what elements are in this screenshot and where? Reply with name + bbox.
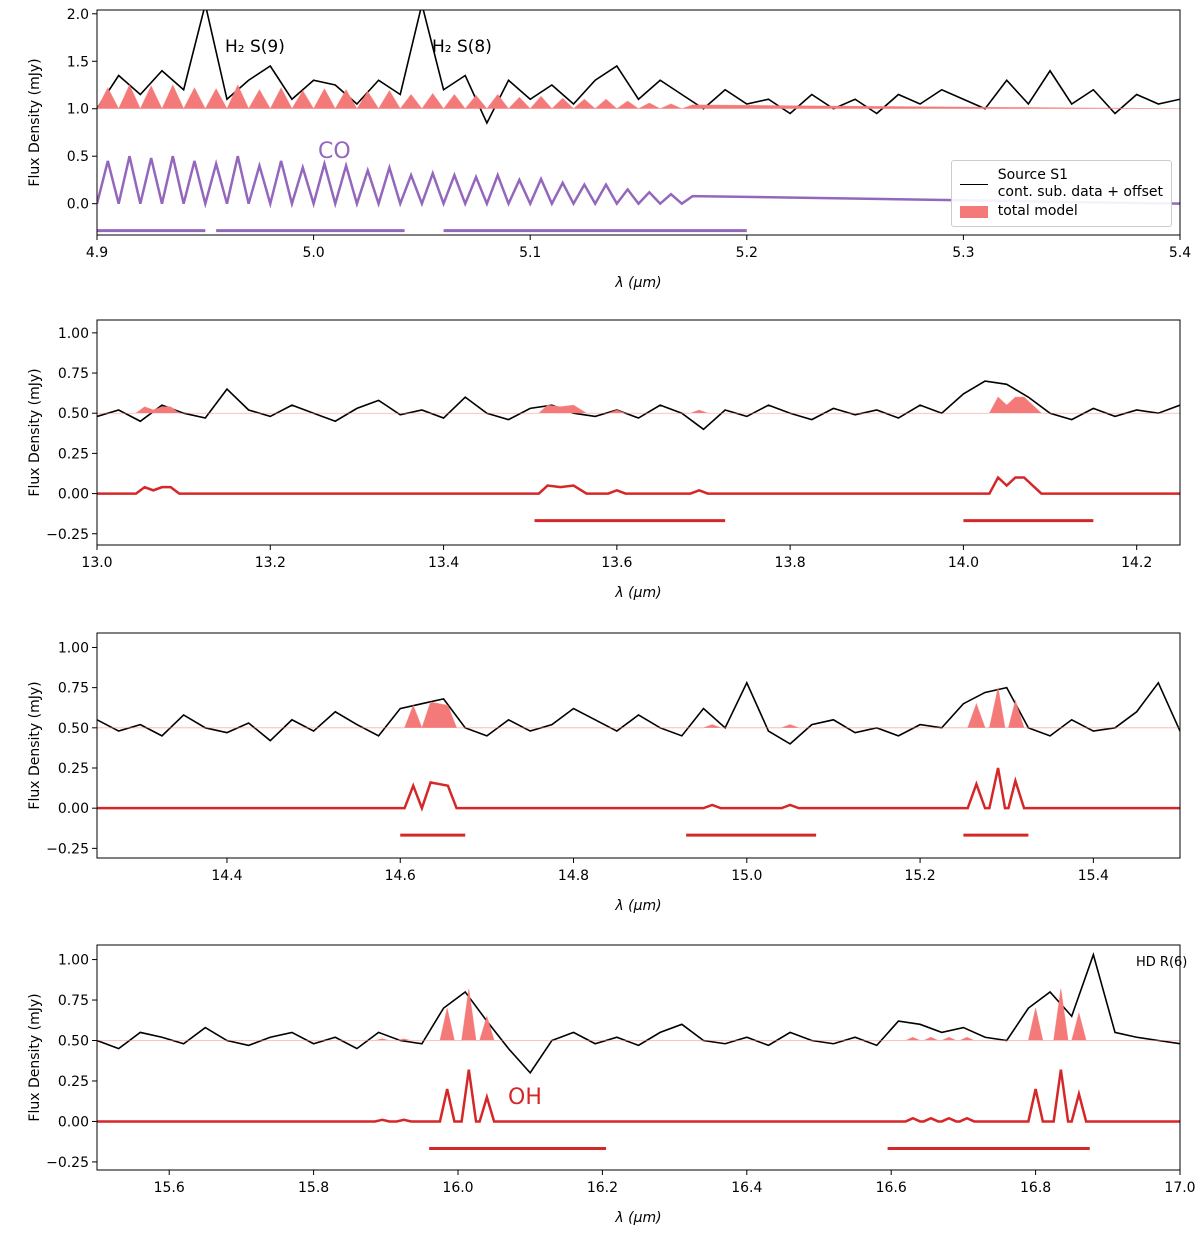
y-tick-label: −0.25	[46, 841, 89, 857]
annotation: CO	[318, 139, 351, 164]
model-fill	[97, 397, 1180, 414]
x-tick-label: 15.0	[731, 868, 762, 884]
series-line	[97, 10, 1180, 125]
y-tick-label: 2.0	[67, 7, 89, 23]
model-fill	[97, 85, 1180, 109]
x-tick-label: 5.2	[736, 245, 758, 261]
x-tick-label: 15.2	[904, 868, 935, 884]
y-tick-label: 0.50	[58, 1034, 89, 1050]
y-tick-label: 1.0	[67, 102, 89, 118]
x-tick-label: 5.3	[952, 245, 974, 261]
legend-entry: total model	[959, 203, 1163, 220]
y-tick-label: 0.50	[58, 406, 89, 422]
x-tick-label: 16.6	[876, 1180, 907, 1196]
x-tick-label: 14.0	[948, 555, 979, 571]
series-line	[97, 380, 1180, 431]
annotation: OH	[508, 1085, 542, 1110]
x-tick-label: 13.0	[81, 555, 112, 571]
x-tick-label: 14.4	[211, 868, 242, 884]
x-axis-label: λ (μm)	[614, 585, 661, 601]
series-line	[97, 767, 1180, 812]
y-tick-label: 0.75	[58, 993, 89, 1009]
legend-swatch	[959, 205, 988, 218]
x-tick-label: 14.6	[385, 868, 416, 884]
x-tick-label: 5.1	[519, 245, 541, 261]
y-tick-label: 0.75	[58, 681, 89, 697]
y-tick-label: 0.25	[58, 1074, 89, 1090]
y-tick-label: 0.00	[58, 1114, 89, 1130]
x-tick-label: 4.9	[86, 245, 108, 261]
x-tick-label: 13.4	[428, 555, 459, 571]
series-line	[97, 952, 1180, 1075]
y-tick-label: 0.75	[58, 366, 89, 382]
y-tick-label: 0.0	[67, 197, 89, 213]
y-tick-label: 0.25	[58, 446, 89, 462]
plot-area	[97, 680, 1180, 812]
y-tick-label: 1.00	[58, 640, 89, 656]
y-tick-label: −0.25	[46, 1155, 89, 1171]
x-tick-label: 16.4	[731, 1180, 762, 1196]
x-tick-label: 16.0	[442, 1180, 473, 1196]
plot-area	[97, 10, 1180, 209]
model-line	[97, 988, 1180, 1041]
y-tick-label: 0.50	[58, 721, 89, 737]
y-tick-label: 0.25	[58, 761, 89, 777]
model-fill	[97, 988, 1180, 1041]
x-tick-label: 16.8	[1020, 1180, 1051, 1196]
annotation: HD R(6)	[1136, 955, 1187, 970]
x-tick-label: 13.8	[775, 555, 806, 571]
y-tick-label: 1.5	[67, 54, 89, 70]
x-tick-label: 17.0	[1164, 1180, 1195, 1196]
x-axis-label: λ (μm)	[614, 1210, 661, 1226]
model-line	[97, 84, 1180, 110]
x-tick-label: 16.2	[587, 1180, 618, 1196]
y-tick-label: 0.5	[67, 149, 89, 165]
series-line	[97, 1069, 1180, 1123]
model-line	[97, 396, 1180, 414]
annotation: H₂ S(9)	[225, 37, 285, 57]
x-tick-label: 13.2	[255, 555, 286, 571]
legend-swatch	[959, 183, 988, 185]
y-axis-label: Flux Density (mJy)	[27, 58, 43, 186]
plot-area	[97, 952, 1180, 1123]
plot-area	[97, 380, 1180, 495]
legend: Source S1 cont. sub. data + offset total …	[950, 160, 1172, 227]
x-tick-label: 15.4	[1078, 868, 1109, 884]
y-tick-label: 0.00	[58, 801, 89, 817]
x-tick-label: 14.2	[1121, 555, 1152, 571]
axes-frame	[96, 319, 1181, 546]
legend-entry: Source S1 cont. sub. data + offset	[959, 167, 1163, 201]
axes-frame	[96, 9, 1181, 236]
y-axis-label: Flux Density (mJy)	[27, 368, 43, 496]
y-tick-label: 1.00	[58, 953, 89, 969]
axes-frame	[96, 944, 1181, 1171]
axes-frame	[96, 632, 1181, 859]
annotation: H₂ S(8)	[432, 37, 492, 57]
y-tick-label: −0.25	[46, 527, 89, 543]
legend-label: Source S1 cont. sub. data + offset	[997, 167, 1163, 200]
series-line	[97, 475, 1180, 495]
series-line	[97, 155, 1180, 209]
y-axis-label: Flux Density (mJy)	[27, 681, 43, 809]
x-tick-label: 15.6	[154, 1180, 185, 1196]
x-axis-label: λ (μm)	[614, 898, 661, 914]
x-tick-label: 14.8	[558, 868, 589, 884]
y-tick-label: 0.00	[58, 487, 89, 503]
y-tick-label: 1.00	[58, 326, 89, 342]
y-axis-label: Flux Density (mJy)	[27, 993, 43, 1121]
x-tick-label: 5.4	[1169, 245, 1191, 261]
model-line	[97, 687, 1180, 729]
x-tick-label: 5.0	[302, 245, 324, 261]
series-line	[97, 680, 1180, 745]
x-axis-label: λ (μm)	[614, 275, 661, 291]
x-tick-label: 13.6	[601, 555, 632, 571]
legend-label: total model	[997, 203, 1078, 219]
x-tick-label: 15.8	[298, 1180, 329, 1196]
